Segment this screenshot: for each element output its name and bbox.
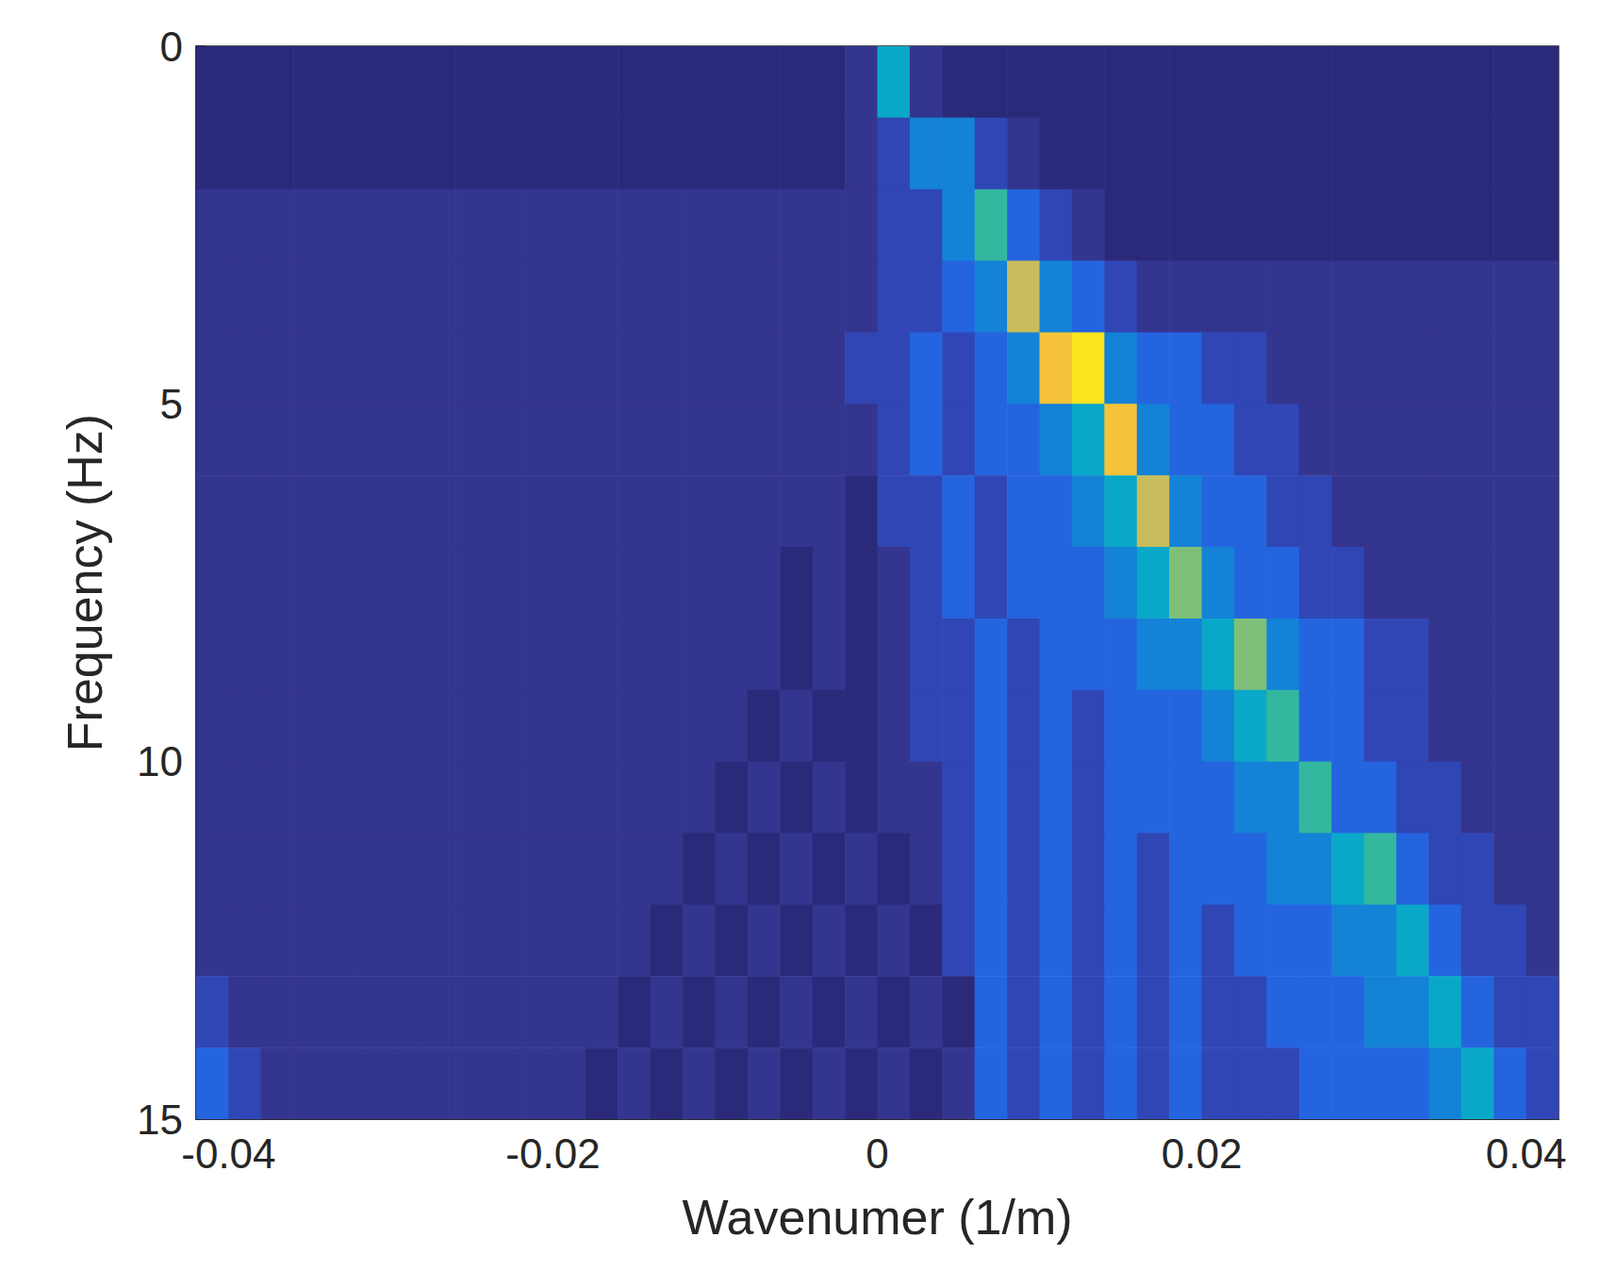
svg-text:0.02: 0.02 xyxy=(1161,1130,1243,1177)
svg-text:10: 10 xyxy=(136,738,183,785)
svg-text:0.04: 0.04 xyxy=(1485,1130,1568,1177)
svg-text:-0.04: -0.04 xyxy=(181,1130,276,1177)
svg-text:Frequency (Hz): Frequency (Hz) xyxy=(57,413,113,752)
svg-text:-0.02: -0.02 xyxy=(505,1130,600,1177)
svg-text:Wavenumer (1/m): Wavenumer (1/m) xyxy=(681,1189,1073,1245)
svg-text:0: 0 xyxy=(865,1130,889,1177)
svg-text:15: 15 xyxy=(136,1096,183,1143)
svg-text:0: 0 xyxy=(160,23,183,70)
svg-text:5: 5 xyxy=(160,380,183,428)
